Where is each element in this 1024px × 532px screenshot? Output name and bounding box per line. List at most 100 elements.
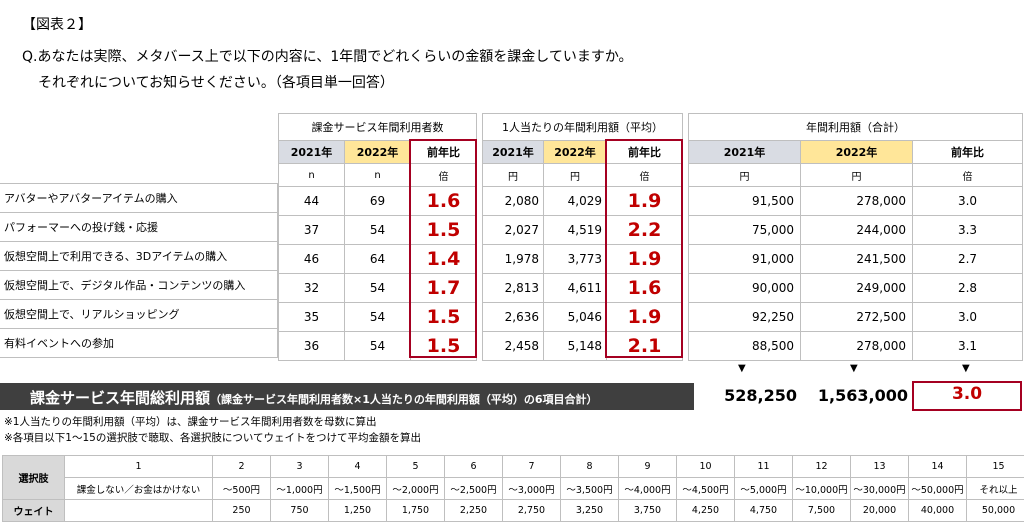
cell-a22: 5,148 — [543, 331, 607, 361]
choice-range: ～2,000円 — [386, 477, 445, 500]
total-table: 年間利用額（合計） 2021年 2022年 前年比 円 円 倍 91,500 27… — [687, 113, 1024, 361]
choice-range: 課金しない／お金はかけない — [64, 477, 213, 500]
cell-tr: 3.1 — [911, 331, 1024, 361]
choice-scale-table: 選択肢 1 2 3 4 5 6 7 8 9 10 11 12 13 14 15 課金しない／お金はかけない ～5… — [2, 455, 1024, 522]
year-2022-header: 2022年 — [800, 140, 913, 164]
choice-weight: 2,750 — [502, 499, 561, 522]
avg-table: 1人当たりの年間利用額（平均） 2021年 2022年 前年比 円 円 倍 2,… — [482, 113, 683, 361]
choice-range: ～1,500円 — [328, 477, 387, 500]
total-2022: 1,563,000 — [817, 386, 908, 405]
cell-a21: 2,636 — [482, 302, 544, 332]
choice-weight: 3,750 — [618, 499, 677, 522]
ratio-header: 前年比 — [409, 140, 478, 164]
cell-t22: 244,000 — [800, 215, 913, 245]
choice-number: 13 — [850, 455, 909, 478]
figure-label: 【図表２】 — [22, 17, 92, 33]
note-1: ※1人当たりの年間利用額（平均）は、課金サービス年間利用者数を母数に算出 — [4, 416, 377, 428]
weight-label: ウェイト — [2, 499, 65, 522]
cell-u22: 64 — [344, 244, 411, 274]
unit-yen: 円 — [800, 163, 913, 187]
cell-t22: 272,500 — [800, 302, 913, 332]
down-arrow-icon: ▼ — [738, 363, 746, 374]
cell-u21: 35 — [278, 302, 345, 332]
cell-ur: 1.5 — [409, 302, 478, 332]
cell-a22: 4,029 — [543, 186, 607, 216]
cell-a22: 5,046 — [543, 302, 607, 332]
choice-weight: 750 — [270, 499, 329, 522]
choice-weight: 250 — [212, 499, 271, 522]
choice-weight: 20,000 — [850, 499, 909, 522]
choice-weight: 4,250 — [676, 499, 735, 522]
choice-number: 1 — [64, 455, 213, 478]
choice-number: 10 — [676, 455, 735, 478]
cell-t21: 91,000 — [688, 244, 801, 274]
cell-ar: 1.9 — [606, 302, 683, 332]
choice-number: 3 — [270, 455, 329, 478]
row-label: 有料イベントへの参加 — [0, 328, 278, 358]
choice-range: ～3,000円 — [502, 477, 561, 500]
choice-number: 11 — [734, 455, 793, 478]
cell-u21: 46 — [278, 244, 345, 274]
choice-weight: 2,250 — [444, 499, 503, 522]
unit-bai: 倍 — [606, 163, 683, 187]
choice-weight: 3,250 — [560, 499, 619, 522]
cell-tr: 3.3 — [911, 215, 1024, 245]
question-line-2: それぞれについてお知らせください。（各項目単一回答） — [38, 75, 394, 91]
row-label-table: アバターやアバターアイテムの購入 パフォーマーへの投げ銭・応援 仮想空間上で利用でき… — [0, 183, 278, 358]
note-2: ※各項目以下1～15の選択肢で聴取、各選択肢についてウェイトをつけて平均金額を算… — [4, 432, 422, 444]
unit-yen: 円 — [543, 163, 607, 187]
total-label-sub: （課金サービス年間利用者数×1人当たりの年間利用額（平均）の6項目合計） — [210, 393, 598, 406]
choice-range: ～5,000円 — [734, 477, 793, 500]
cell-t21: 91,500 — [688, 186, 801, 216]
year-2021-header: 2021年 — [278, 140, 345, 164]
total-2021: 528,250 — [724, 386, 797, 405]
choice-weight: 7,500 — [792, 499, 851, 522]
total-label-main: 課金サービス年間総利用額 — [30, 389, 211, 407]
group-header-total: 年間利用額（合計） — [687, 113, 1024, 141]
choice-range: それ以上 — [966, 477, 1024, 500]
cell-u21: 44 — [278, 186, 345, 216]
group-header-avg: 1人当たりの年間利用額（平均） — [482, 113, 683, 141]
unit-n: n — [344, 163, 411, 187]
cell-t22: 278,000 — [800, 186, 913, 216]
choice-range: ～1,000円 — [270, 477, 329, 500]
choice-weight: 50,000 — [966, 499, 1024, 522]
total-bar: 課金サービス年間総利用額（課金サービス年間利用者数×1人当たりの年間利用額（平均… — [0, 383, 694, 410]
year-2022-header: 2022年 — [344, 140, 411, 164]
cell-a22: 3,773 — [543, 244, 607, 274]
question-line-1: Q.あなたは実際、メタバース上で以下の内容に、1年間でどれくらいの金額を課金して… — [22, 49, 633, 65]
year-2022-header: 2022年 — [543, 140, 607, 164]
choice-number: 6 — [444, 455, 503, 478]
cell-tr: 3.0 — [911, 302, 1024, 332]
cell-t21: 88,500 — [688, 331, 801, 361]
choice-number: 9 — [618, 455, 677, 478]
cell-t22: 278,000 — [800, 331, 913, 361]
choice-number: 4 — [328, 455, 387, 478]
cell-t22: 249,000 — [800, 273, 913, 303]
row-label: アバターやアバターアイテムの購入 — [0, 183, 278, 213]
choice-range: ～50,000円 — [908, 477, 967, 500]
cell-u21: 32 — [278, 273, 345, 303]
choice-number: 5 — [386, 455, 445, 478]
cell-ur: 1.7 — [409, 273, 478, 303]
row-label: 仮想空間上で、リアルショッピング — [0, 299, 278, 329]
choice-number: 2 — [212, 455, 271, 478]
unit-bai: 倍 — [409, 163, 478, 187]
choice-range: ～4,000円 — [618, 477, 677, 500]
cell-a22: 4,611 — [543, 273, 607, 303]
year-2021-header: 2021年 — [688, 140, 801, 164]
choice-number: 12 — [792, 455, 851, 478]
choice-range: ～3,500円 — [560, 477, 619, 500]
cell-ar: 1.9 — [606, 186, 683, 216]
cell-a21: 2,027 — [482, 215, 544, 245]
cell-tr: 2.7 — [911, 244, 1024, 274]
cell-t21: 75,000 — [688, 215, 801, 245]
row-label: 仮想空間上で利用できる、3Dアイテムの購入 — [0, 241, 278, 271]
cell-u21: 36 — [278, 331, 345, 361]
choice-weight: 1,250 — [328, 499, 387, 522]
choice-weight: 4,750 — [734, 499, 793, 522]
cell-a21: 2,080 — [482, 186, 544, 216]
choice-weight — [64, 499, 213, 522]
unit-yen: 円 — [688, 163, 801, 187]
year-2021-header: 2021年 — [482, 140, 544, 164]
